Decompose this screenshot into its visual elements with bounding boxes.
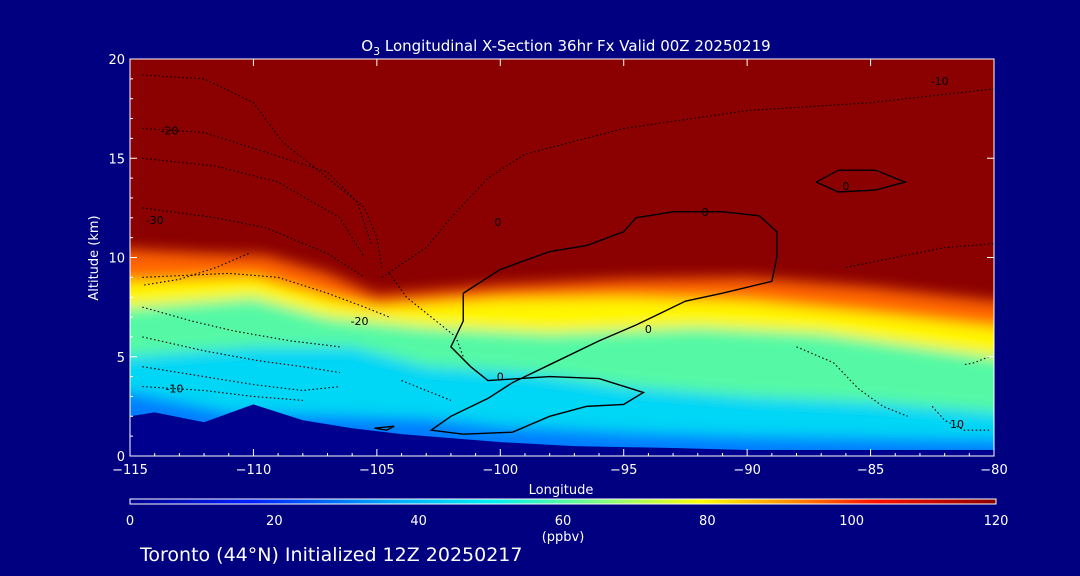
y-tick-label: 10 [108,252,125,267]
dotted-contour-line [796,346,908,417]
x-axis: −115 −110 −105 −100 −95 −90 −85 −80 [112,59,1008,478]
colorbar-tick-label: 60 [555,514,572,529]
colorbar-unit-label: (ppbv) [542,530,585,545]
contour-label: -10 [165,383,183,396]
dotted-contour-line [964,356,990,366]
dotted-contours [142,74,994,431]
zero-contour-line [429,211,778,435]
x-tick-label: −105 [359,463,395,478]
contour-labels: -10 -20 -30 0 0 0 -20 0 0 -10 10 [146,75,964,431]
dotted-contour-line [142,366,340,392]
x-axis-label: Longitude [529,483,594,498]
y-tick-label: 20 [108,53,125,68]
contour-label: 0 [494,216,501,229]
dotted-contour-line [388,273,464,357]
x-tick-label: −85 [857,463,884,478]
x-tick-label: −115 [112,463,148,478]
dotted-contour-line [142,157,365,258]
colorbar-tick-label: 20 [266,514,283,529]
contour-label: -30 [146,214,164,227]
colorbar-tick-label: 0 [126,514,134,529]
x-tick-label: −100 [482,463,518,478]
contour-label: 0 [497,371,504,384]
colorbar-tick-label: 120 [984,514,1009,529]
footer-text: Toronto (44°N) Initialized 12Z 20250217 [139,544,523,566]
zero-contour-line [374,425,395,431]
dotted-contour-line [142,253,249,286]
x-tick-label: −95 [610,463,637,478]
y-tick-label: 5 [117,351,125,366]
colorbar-ticks: 0 20 40 60 80 100 120 [126,514,1009,529]
contour-label: 10 [950,418,964,431]
terrain-surface [130,404,994,456]
contour-label: -20 [351,315,369,328]
dotted-contour-line [845,243,994,268]
dotted-contour-line [142,272,390,318]
dotted-contour-line [931,406,990,431]
plot-area: -10 -20 -30 0 0 0 -20 0 0 -10 10 [130,59,994,456]
contour-label: 0 [645,323,652,336]
colorbar: 0 20 40 60 80 100 120 (ppbv) [126,498,1009,545]
chart-title: O3 Longitudinal X-Section 36hr Fx Valid … [361,37,770,58]
contour-label: -10 [931,75,949,88]
colorbar-tick-label: 100 [839,514,864,529]
contour-label: 0 [702,206,709,219]
colorbar-tick-label: 80 [699,514,716,529]
dotted-contour-line [142,207,365,278]
y-tick-label: 15 [108,152,125,167]
colorbar-tick-label: 40 [410,514,427,529]
colorbar-frame [129,498,997,505]
dotted-contour-line [142,385,303,401]
y-axis-label: Altitude (km) [87,215,102,300]
colorbar-gradient [130,499,996,504]
x-tick-label: −90 [733,463,760,478]
dotted-contour-line [142,127,373,246]
dotted-contour-line [142,306,340,348]
contour-label: -20 [161,124,179,137]
y-axis: 0 5 10 15 20 [108,53,994,465]
x-tick-label: −110 [236,463,272,478]
zero-contour-line [815,169,908,193]
dotted-contour-line [401,380,452,401]
contour-label: 0 [842,180,849,193]
x-tick-label: −80 [980,463,1007,478]
y-tick-label: 0 [117,450,125,465]
solid-contours [374,169,908,435]
